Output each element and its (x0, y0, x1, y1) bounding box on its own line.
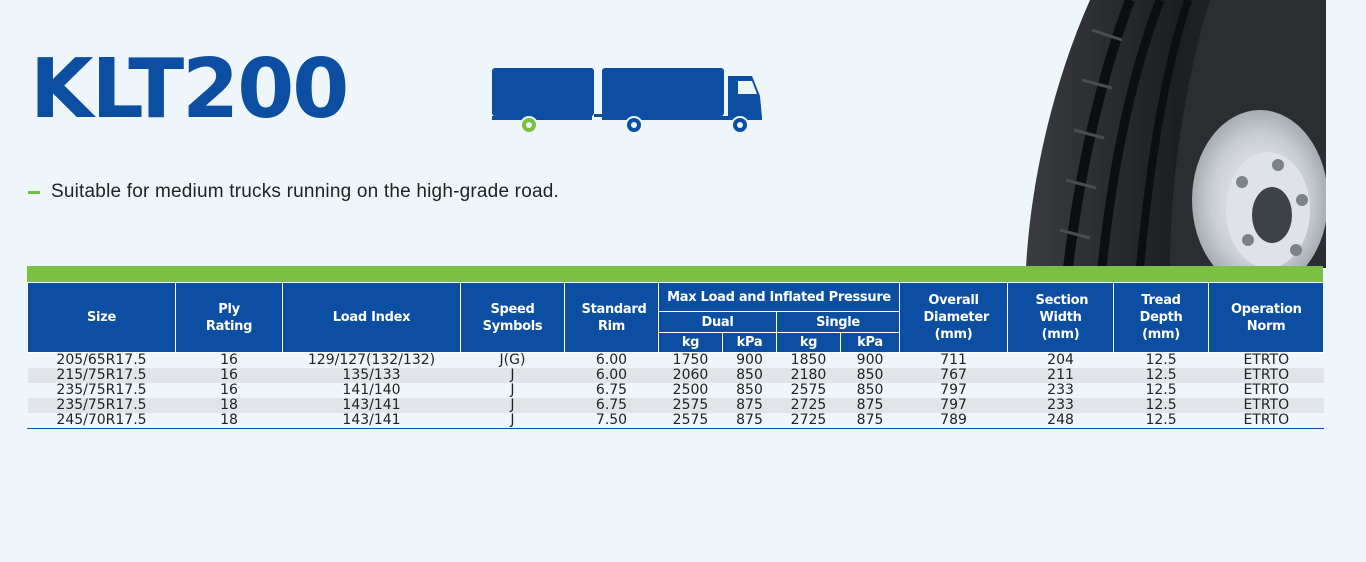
cell-standard-rim: 6.00 (595, 352, 628, 368)
cell-overall-diameter: 767 (899, 368, 1008, 383)
cell-operation-norm: ETRTO (1243, 352, 1290, 368)
cell-section-width: 248 (1007, 413, 1114, 429)
cell-tread-depth: 12.5 (1113, 413, 1209, 429)
table-row: 205/65R17.5 16 129/127(132/132) J(G) 6.00 175… (28, 353, 1324, 369)
cell-tread-depth: 12.5 (1113, 368, 1209, 383)
cell-ply-rating: 16 (220, 352, 238, 368)
cell-size: 245/70R17.5 (27, 413, 176, 429)
header-speed-symbols: Speed Symbols (460, 282, 565, 353)
cell-section-width: 233 (1007, 398, 1114, 413)
header-size: Size (27, 282, 176, 353)
cell-ply-rating: 16 (220, 382, 238, 398)
cell-single-kpa: 900 (856, 352, 884, 368)
cell-speed-symbol: J (460, 413, 565, 429)
page-title: KLT200 (30, 42, 349, 137)
cell-load-index: 143/141 (282, 398, 461, 413)
feature-text: Suitable for medium trucks running on th… (51, 181, 559, 202)
bullet-dash (28, 190, 40, 194)
table-row: 215/75R17.5 16 135/133 J 6.00 2060 850 2180 850 7… (27, 368, 1324, 383)
cell-single-kg: 2575 (790, 382, 827, 398)
cell-size: 215/75R17.5 (27, 368, 176, 383)
header-single: Single (775, 311, 901, 333)
cell-single-kpa: 850 (856, 382, 884, 398)
cell-dual-kpa: 900 (736, 352, 763, 368)
cell-dual-kpa: 850 (722, 368, 777, 383)
cell-overall-diameter: 711 (940, 352, 967, 368)
header-max-load: Max Load and Inflated Pressure (657, 282, 901, 312)
cell-tread-depth: 12.5 (1145, 352, 1177, 368)
cell-single-kg: 2725 (776, 413, 841, 429)
header-ply-rating: Ply Rating (175, 282, 283, 353)
header-standard-rim: Standard Rim (564, 282, 659, 353)
header-section-width: Section Width (mm) (1007, 282, 1115, 353)
cell-dual-kg: 2575 (658, 413, 723, 429)
cell-operation-norm: ETRTO (1208, 368, 1324, 383)
cell-standard-rim: 6.75 (564, 398, 659, 413)
header-operation-norm: Operation Norm (1208, 282, 1325, 353)
cell-dual-kpa: 875 (722, 398, 777, 413)
header-single-kg: kg (776, 332, 841, 353)
header-accent-bar (27, 266, 1323, 282)
header-dual: Dual (658, 311, 777, 333)
cell-overall-diameter: 797 (940, 382, 967, 398)
spec-table: Size Ply Rating Load Index Speed Symbols… (27, 282, 1325, 429)
cell-tread-depth: 12.5 (1113, 398, 1209, 413)
cell-speed-symbol: J (510, 382, 515, 398)
cell-load-index: 129/127(132/132) (307, 352, 436, 368)
cell-dual-kpa: 850 (736, 382, 763, 398)
cell-section-width: 204 (1047, 352, 1074, 368)
cell-operation-norm: ETRTO (1243, 382, 1290, 398)
table-row: 235/75R17.5 18 143/141 J 6.75 2575 875 2725 875 7… (27, 398, 1324, 413)
cell-single-kg: 2180 (776, 368, 841, 383)
cell-speed-symbol: J (460, 398, 565, 413)
cell-standard-rim: 7.50 (564, 413, 659, 429)
cell-ply-rating: 18 (175, 398, 283, 413)
cell-dual-kpa: 875 (722, 413, 777, 429)
header-tread-depth: Tread Depth (mm) (1113, 282, 1210, 353)
header-single-kpa: kPa (839, 332, 901, 353)
cell-size: 205/65R17.5 (56, 352, 147, 368)
cell-single-kpa: 850 (840, 368, 900, 383)
cell-dual-kg: 1750 (672, 352, 709, 368)
cell-tread-depth: 12.5 (1145, 382, 1177, 398)
header-overall-diameter: Overall Diameter (mm) (899, 282, 1009, 353)
cell-load-index: 135/133 (282, 368, 461, 383)
cell-single-kpa: 875 (840, 398, 900, 413)
cell-single-kg: 1850 (790, 352, 827, 368)
table-row: 235/75R17.5 16 141/140 J 6.75 2500 850 2575 850 7… (28, 383, 1324, 398)
truck-trailer-icon (492, 68, 762, 134)
cell-operation-norm: ETRTO (1208, 413, 1324, 429)
cell-single-kg: 2725 (776, 398, 841, 413)
header-dual-kg: kg (658, 332, 723, 353)
cell-load-index: 141/140 (342, 382, 401, 398)
cell-speed-symbol: J(G) (499, 352, 526, 368)
table-row: 245/70R17.5 18 143/141 J 7.50 2575 875 2725 875 7… (27, 413, 1324, 429)
cell-dual-kg: 2575 (658, 398, 723, 413)
cell-dual-kg: 2060 (658, 368, 723, 383)
cell-load-index: 143/141 (282, 413, 461, 429)
cell-section-width: 233 (1047, 382, 1074, 398)
feature-item: Suitable for medium trucks running on th… (28, 178, 559, 206)
cell-operation-norm: ETRTO (1208, 398, 1324, 413)
cell-overall-diameter: 789 (899, 413, 1008, 429)
cell-speed-symbol: J (460, 368, 565, 383)
cell-single-kpa: 875 (840, 413, 900, 429)
cell-section-width: 211 (1007, 368, 1114, 383)
tire-image (1026, 0, 1326, 268)
cell-standard-rim: 6.75 (595, 382, 628, 398)
cell-ply-rating: 18 (175, 413, 283, 429)
cell-size: 235/75R17.5 (56, 382, 147, 398)
cell-ply-rating: 16 (175, 368, 283, 383)
header-load-index: Load Index (282, 282, 461, 353)
cell-size: 235/75R17.5 (27, 398, 176, 413)
cell-standard-rim: 6.00 (564, 368, 659, 383)
header-dual-kpa: kPa (722, 332, 777, 353)
cell-dual-kg: 2500 (672, 382, 709, 398)
cell-overall-diameter: 797 (899, 398, 1008, 413)
